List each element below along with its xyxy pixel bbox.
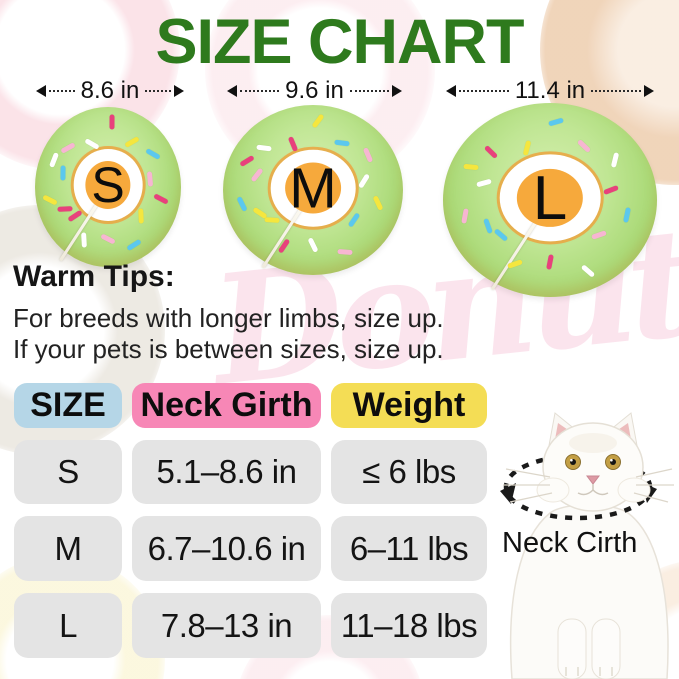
sprinkle-icon bbox=[60, 165, 66, 181]
arrow-left-icon bbox=[446, 85, 456, 97]
measurement-s: 8.6 in bbox=[36, 77, 184, 104]
warm-tips-heading: Warm Tips: bbox=[13, 260, 175, 293]
donut-collar-l: L bbox=[443, 103, 657, 297]
sprinkle-icon bbox=[337, 248, 353, 255]
table-cell-size: S bbox=[14, 440, 122, 504]
dotted-line bbox=[49, 90, 75, 92]
table-cell-weight: ≤ 6 lbs bbox=[331, 440, 487, 504]
column-header-neck-girth: Neck Girth bbox=[132, 383, 321, 428]
sprinkle-icon bbox=[146, 171, 153, 187]
table-cell-weight: 11–18 lbs bbox=[331, 593, 487, 658]
measurement-label: 11.4 in bbox=[514, 77, 586, 104]
measurement-l: 11.4 in bbox=[446, 77, 654, 104]
cat-illustration: Neck Cirth bbox=[498, 405, 679, 679]
arrow-left-icon bbox=[36, 85, 46, 97]
dotted-line bbox=[145, 90, 171, 92]
donut-collar-s: S bbox=[35, 107, 181, 267]
sprinkle-icon bbox=[463, 163, 480, 171]
size-table: SIZE Neck Girth Weight S 5.1–8.6 in ≤ 6 … bbox=[14, 383, 487, 658]
column-header-size: SIZE bbox=[14, 383, 122, 428]
warm-tips-line: For breeds with longer limbs, size up. bbox=[13, 303, 444, 333]
table-cell-weight: 6–11 lbs bbox=[331, 516, 487, 581]
measurement-label: 9.6 in bbox=[285, 77, 344, 104]
column-header-weight: Weight bbox=[331, 383, 487, 428]
sprinkle-icon bbox=[334, 139, 350, 146]
neck-girth-annotation: Neck Cirth bbox=[502, 527, 638, 559]
table-cell-size: M bbox=[14, 516, 122, 581]
dotted-line bbox=[349, 90, 389, 92]
dotted-line bbox=[591, 90, 641, 92]
page-title: SIZE CHART bbox=[155, 7, 525, 77]
dotted-line bbox=[459, 90, 509, 92]
measurement-label: 8.6 in bbox=[80, 77, 140, 104]
donut-size-letter: M bbox=[285, 156, 341, 220]
cat-image bbox=[500, 412, 674, 679]
donut-collar-m: M bbox=[223, 105, 403, 275]
arrow-right-icon bbox=[392, 85, 402, 97]
dotted-line bbox=[240, 90, 280, 92]
table-cell-neck-girth: 6.7–10.6 in bbox=[132, 516, 321, 581]
warm-tips: Warm Tips: For breeds with longer limbs,… bbox=[13, 260, 444, 365]
sprinkle-icon bbox=[109, 114, 115, 130]
arrow-left-icon bbox=[227, 85, 237, 97]
arrow-right-icon bbox=[174, 85, 184, 97]
measurement-m: 9.6 in bbox=[227, 77, 402, 104]
table-cell-neck-girth: 5.1–8.6 in bbox=[132, 440, 321, 504]
table-cell-neck-girth: 7.8–13 in bbox=[132, 593, 321, 658]
donut-size-letter: L bbox=[516, 164, 584, 233]
donut-size-letter: S bbox=[85, 157, 131, 213]
table-cell-size: L bbox=[14, 593, 122, 658]
sprinkle-icon bbox=[57, 205, 74, 212]
arrow-right-icon bbox=[644, 85, 654, 97]
warm-tips-line: If your pets is between sizes, size up. bbox=[13, 334, 444, 364]
